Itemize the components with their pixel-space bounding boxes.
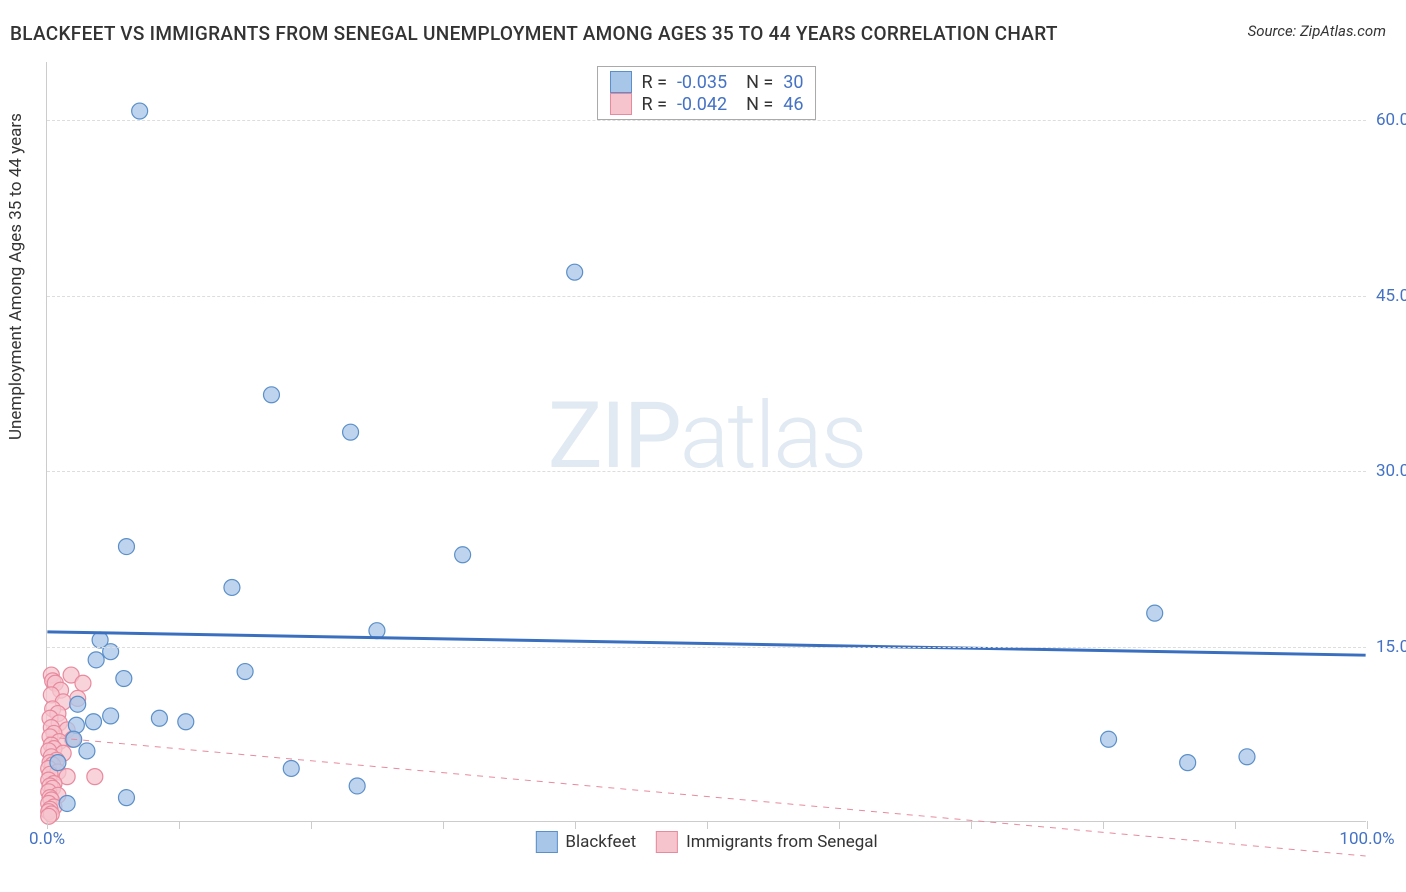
gridline-h	[47, 647, 1366, 648]
y-tick-label: 45.0%	[1376, 286, 1406, 306]
scatter-point	[118, 790, 134, 806]
gridline-h	[47, 120, 1366, 121]
scatter-point	[59, 795, 75, 811]
correlation-row-1: R = -0.042 N = 46	[610, 93, 804, 115]
scatter-point	[75, 675, 91, 691]
legend-item-1: Immigrants from Senegal	[656, 831, 878, 853]
legend-item-0: Blackfeet	[535, 831, 636, 853]
n-value-1: 46	[783, 94, 803, 115]
correlation-row-0: R = -0.035 N = 30	[610, 71, 804, 93]
x-tick	[575, 821, 576, 829]
chart-plot-area: ZIPatlas R = -0.035 N = 30 R = -0.042 N …	[46, 62, 1366, 822]
r-label: R =	[642, 72, 667, 93]
regression-line	[47, 632, 1365, 655]
x-tick-label: 100.0%	[1339, 829, 1394, 849]
scatter-point	[1101, 731, 1117, 747]
scatter-point	[224, 579, 240, 595]
scatter-point	[178, 714, 194, 730]
legend-label-0: Blackfeet	[565, 832, 636, 852]
scatter-point	[349, 778, 365, 794]
scatter-point	[237, 664, 253, 680]
n-value-0: 30	[783, 72, 803, 93]
scatter-point	[132, 103, 148, 119]
swatch-series-1	[610, 93, 632, 115]
y-tick-label: 60.0%	[1376, 110, 1406, 130]
r-value-1: -0.042	[677, 94, 727, 115]
x-tick	[311, 821, 312, 829]
x-tick	[971, 821, 972, 829]
scatter-point	[103, 708, 119, 724]
swatch-series-0	[610, 71, 632, 93]
scatter-point	[70, 696, 86, 712]
scatter-point	[79, 743, 95, 759]
scatter-point	[86, 714, 102, 730]
scatter-point	[343, 424, 359, 440]
x-tick-label: 0.0%	[29, 829, 65, 849]
scatter-point	[116, 671, 132, 687]
chart-title: BLACKFEET VS IMMIGRANTS FROM SENEGAL UNE…	[10, 22, 1058, 45]
scatter-point	[283, 760, 299, 776]
gridline-h	[47, 296, 1366, 297]
legend-label-1: Immigrants from Senegal	[686, 832, 878, 852]
legend-swatch-1	[656, 831, 678, 853]
y-tick-label: 15.0%	[1376, 637, 1406, 657]
r-value-0: -0.035	[677, 72, 727, 93]
scatter-point	[88, 652, 104, 668]
scatter-point	[1180, 755, 1196, 771]
x-tick	[1235, 821, 1236, 829]
series-legend: Blackfeet Immigrants from Senegal	[535, 831, 877, 853]
legend-swatch-0	[535, 831, 557, 853]
x-tick	[707, 821, 708, 829]
x-tick	[1103, 821, 1104, 829]
x-tick	[47, 821, 48, 829]
y-tick-label: 30.0%	[1376, 461, 1406, 481]
scatter-point	[1147, 605, 1163, 621]
n-label: N =	[737, 72, 773, 93]
r-label: R =	[642, 94, 667, 115]
scatter-point	[151, 710, 167, 726]
correlation-legend: R = -0.035 N = 30 R = -0.042 N = 46	[597, 66, 817, 120]
scatter-point	[455, 547, 471, 563]
scatter-point	[1239, 749, 1255, 765]
x-tick	[839, 821, 840, 829]
scatter-point	[263, 387, 279, 403]
scatter-point	[87, 769, 103, 785]
scatter-point	[68, 717, 84, 733]
scatter-point	[118, 539, 134, 555]
x-tick	[1367, 821, 1368, 829]
n-label: N =	[737, 94, 773, 115]
scatter-point	[41, 808, 57, 824]
scatter-point	[567, 264, 583, 280]
x-tick	[179, 821, 180, 829]
scatter-svg	[47, 62, 1366, 821]
scatter-point	[50, 755, 66, 771]
x-tick	[443, 821, 444, 829]
gridline-h	[47, 471, 1366, 472]
source-attribution: Source: ZipAtlas.com	[1248, 22, 1386, 40]
y-axis-label: Unemployment Among Ages 35 to 44 years	[6, 113, 26, 440]
